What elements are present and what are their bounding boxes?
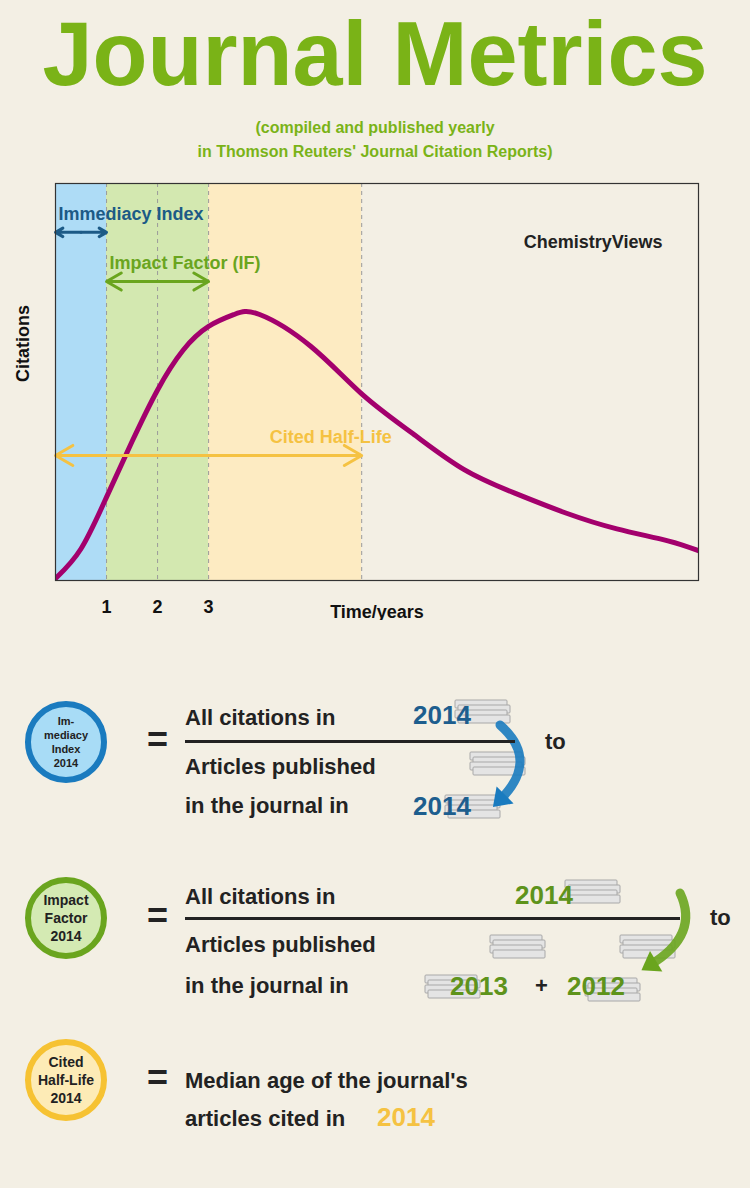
html-text:Cited: Cited xyxy=(48,1054,84,1070)
html-text:Median age of the journal's: Median age of the journal's xyxy=(185,1068,468,1093)
svg-text:2: 2 xyxy=(153,597,163,617)
html-text:2013: 2013 xyxy=(450,971,508,1001)
html-text:Index: Index xyxy=(51,743,81,755)
html-text:Articles published: Articles published xyxy=(185,932,376,957)
svg-text:Immediacy Index: Immediacy Index xyxy=(59,204,204,224)
html-text:Half-Life: Half-Life xyxy=(38,1072,94,1088)
html-text:2014: 2014 xyxy=(377,1102,435,1132)
html-text:in Thomson Reuters' Journal Ci: in Thomson Reuters' Journal Citation Rep… xyxy=(197,143,553,160)
html-text:articles cited in: articles cited in xyxy=(185,1106,346,1131)
html-text:2014: 2014 xyxy=(413,700,471,730)
svg-text:Citations: Citations xyxy=(13,305,33,382)
html-text:2014: 2014 xyxy=(515,880,573,910)
html-text:in the journal in: in the journal in xyxy=(185,973,349,998)
svg-text:ChemistryViews: ChemistryViews xyxy=(524,232,663,252)
svg-text:1: 1 xyxy=(102,597,112,617)
html-text:(compiled and published yearly: (compiled and published yearly xyxy=(255,119,495,136)
svg-text:Impact Factor (IF): Impact Factor (IF) xyxy=(110,253,261,273)
html-text:2014: 2014 xyxy=(413,791,471,821)
html-text:All citations in: All citations in xyxy=(185,884,336,909)
html-text:Articles published: Articles published xyxy=(185,754,376,779)
html-text:2014: 2014 xyxy=(50,1090,82,1106)
html-text:to: to xyxy=(545,729,566,754)
html-text:mediacy: mediacy xyxy=(44,729,88,741)
svg-text:Time/years: Time/years xyxy=(330,602,424,621)
html-text:2012: 2012 xyxy=(567,971,625,1001)
html-text:Journal Metrics: Journal Metrics xyxy=(42,4,708,104)
html-text:2014: 2014 xyxy=(53,757,79,769)
svg-text:Cited Half-Life: Cited Half-Life xyxy=(270,427,392,447)
html-text:2014: 2014 xyxy=(50,928,82,944)
html-text:Impact: Impact xyxy=(43,892,89,908)
html-text:to: to xyxy=(710,905,731,930)
html-text:in the journal in: in the journal in xyxy=(185,793,349,818)
html-text:Factor: Factor xyxy=(44,910,88,926)
html-text:All citations in: All citations in xyxy=(185,705,336,730)
html-text:Im-: Im- xyxy=(57,715,75,727)
svg-text:3: 3 xyxy=(204,597,214,617)
